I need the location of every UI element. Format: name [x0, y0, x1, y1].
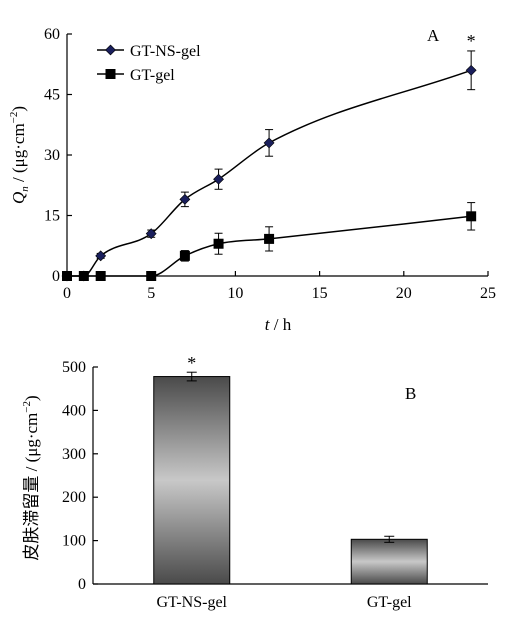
data-point: [465, 64, 477, 76]
category-label: GT-NS-gel: [156, 594, 227, 611]
data-point: [62, 271, 72, 281]
data-point: [95, 271, 106, 281]
panel-label-b: B: [405, 384, 416, 403]
y-tick-label: 300: [62, 446, 86, 463]
y-tick-label: 0: [52, 268, 60, 285]
y-tick-label: 500: [62, 359, 86, 376]
y-axis-label-a: Qn / (μg·cm−2): [8, 106, 31, 204]
data-point: [264, 233, 275, 244]
x-tick-label: 5: [147, 285, 155, 302]
y-tick-label: 30: [44, 147, 60, 164]
y-tick-label: 400: [62, 402, 86, 419]
x-tick-label: 25: [480, 285, 496, 302]
data-point: [179, 250, 190, 261]
data-point: [145, 228, 157, 240]
bars-b: GT-NS-gel * GT-gel: [153, 353, 428, 611]
y-axis-label-b: 皮肤滞留量 / (μg·cm−2): [21, 395, 41, 560]
data-point: [95, 250, 107, 262]
bar: [153, 376, 231, 585]
x-tick-label: 0: [63, 285, 71, 302]
bar: [350, 538, 428, 585]
y-tick-label: 100: [62, 533, 86, 550]
legend-a: GT-NS-gel GT-gel: [97, 43, 201, 84]
data-point: [213, 173, 224, 185]
y-tick-label: 0: [78, 576, 86, 593]
data-point: [263, 137, 275, 149]
x-tick-label: 20: [396, 285, 412, 302]
svg-text:GT-gel: GT-gel: [130, 67, 175, 84]
data-point: [466, 211, 477, 222]
x-ticks-a: 0 5 10 15 20 25: [63, 271, 496, 302]
significance-star-a: *: [467, 31, 476, 51]
series-a: [61, 50, 477, 282]
y-ticks-b: 0 100 200 300 400 500: [62, 359, 98, 593]
legend-item-gt-gel: GT-gel: [97, 67, 175, 84]
y-tick-label: 45: [44, 87, 60, 104]
panel-label-a: A: [427, 26, 440, 45]
legend-item-gt-ns-gel: GT-NS-gel: [97, 43, 201, 60]
y-tick-label: 15: [44, 208, 60, 225]
svg-text:GT-NS-gel: GT-NS-gel: [130, 43, 201, 60]
x-axis-label-a: t / h: [265, 315, 292, 334]
y-tick-label: 60: [44, 26, 60, 43]
chart-b: 0 100 200 300 400 500 GT-NS-gel * GT-gel B 皮肤滞留…: [21, 353, 488, 611]
category-label: GT-gel: [367, 594, 412, 611]
data-point: [146, 271, 157, 281]
y-ticks-a: 0 15 30 45 60: [44, 26, 72, 285]
significance-star-b: *: [187, 353, 196, 373]
data-point: [179, 193, 191, 205]
data-point: [213, 238, 224, 249]
x-tick-label: 10: [227, 285, 243, 302]
data-point: [78, 271, 89, 281]
x-tick-label: 15: [312, 285, 328, 302]
y-tick-label: 200: [62, 489, 86, 506]
